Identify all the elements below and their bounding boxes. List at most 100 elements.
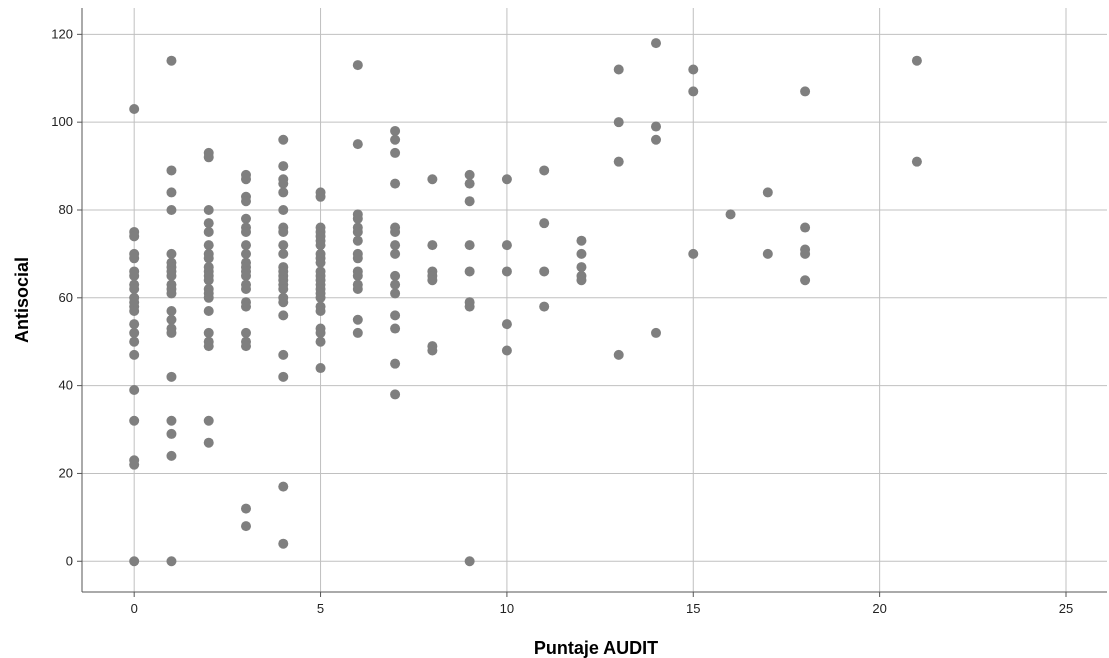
data-point	[278, 297, 289, 308]
data-point	[576, 275, 587, 286]
x-axis-title: Puntaje AUDIT	[534, 638, 658, 658]
data-point	[166, 55, 177, 66]
y-tick-label: 20	[59, 465, 73, 480]
data-point	[464, 266, 475, 277]
data-point	[278, 284, 289, 295]
data-point	[576, 248, 587, 259]
x-tick-label: 5	[317, 601, 324, 616]
data-point	[651, 38, 661, 49]
data-point	[241, 301, 251, 312]
data-point	[539, 266, 550, 277]
data-point	[800, 275, 811, 286]
data-point	[315, 292, 326, 303]
data-point	[241, 521, 251, 532]
data-point	[241, 226, 251, 237]
data-point	[762, 248, 773, 259]
tick-labels: 0 5 10 15 20 25 0 20 40 60 80 100 120	[51, 26, 1073, 616]
data-point	[800, 248, 811, 259]
data-point	[278, 161, 289, 172]
data-point	[166, 288, 177, 299]
data-point	[315, 327, 326, 338]
data-point	[166, 327, 177, 338]
data-point	[203, 226, 214, 237]
data-point	[427, 240, 438, 251]
data-point	[203, 327, 214, 338]
data-point	[166, 314, 177, 325]
data-point	[911, 156, 922, 167]
data-point	[315, 336, 326, 347]
data-point	[651, 327, 661, 338]
data-point	[576, 235, 587, 246]
data-point	[390, 125, 401, 136]
data-point	[278, 204, 289, 215]
data-point	[390, 134, 401, 145]
data-point	[352, 270, 363, 281]
data-point	[501, 240, 512, 251]
grid	[82, 8, 1107, 592]
data-point	[762, 187, 773, 198]
x-tick-label: 20	[872, 601, 886, 616]
data-point	[352, 60, 363, 71]
axes	[77, 8, 1107, 597]
data-point	[390, 248, 401, 259]
x-tick-label: 25	[1059, 601, 1073, 616]
data-point	[203, 240, 214, 251]
data-point	[203, 218, 214, 229]
data-point	[203, 305, 214, 316]
data-point	[278, 248, 289, 259]
data-point	[241, 284, 251, 295]
data-point	[203, 152, 214, 163]
data-point	[390, 310, 401, 321]
data-point	[166, 428, 177, 439]
data-point	[278, 240, 289, 251]
data-point	[390, 389, 401, 400]
data-point	[278, 134, 289, 145]
data-point	[390, 358, 401, 369]
y-axis-title: Antisocial	[12, 257, 32, 343]
data-point	[278, 310, 289, 321]
data-point	[390, 240, 401, 251]
y-tick-label: 60	[59, 290, 73, 305]
data-point	[390, 270, 401, 281]
data-point	[352, 139, 363, 150]
data-point	[241, 213, 251, 224]
data-point	[427, 174, 438, 185]
data-point	[129, 231, 140, 242]
data-point	[501, 266, 512, 277]
data-point	[315, 363, 326, 374]
data-point	[352, 284, 363, 295]
y-tick-label: 120	[51, 26, 73, 41]
data-point	[203, 341, 214, 352]
data-point	[129, 284, 140, 295]
data-point	[464, 301, 475, 312]
data-point	[390, 147, 401, 158]
data-point	[278, 481, 289, 492]
data-point	[800, 86, 811, 97]
y-tick-label: 80	[59, 202, 73, 217]
data-point	[352, 253, 363, 264]
data-point	[427, 345, 438, 356]
data-point	[203, 275, 214, 286]
data-point	[278, 349, 289, 360]
data-point	[539, 165, 550, 176]
y-tick-label: 100	[51, 114, 73, 129]
data-point	[800, 222, 811, 233]
data-point	[613, 349, 624, 360]
data-point	[278, 226, 289, 237]
data-point	[129, 103, 140, 114]
data-point	[166, 556, 177, 567]
data-point	[203, 204, 214, 215]
data-point	[464, 240, 475, 251]
data-point	[613, 64, 624, 75]
data-point	[129, 305, 140, 316]
data-point	[166, 165, 177, 176]
data-point	[688, 64, 699, 75]
data-point	[651, 134, 661, 145]
data-point	[129, 556, 140, 567]
data-point	[129, 319, 140, 330]
data-point	[241, 174, 251, 185]
data-point	[911, 55, 922, 66]
data-point	[241, 196, 251, 207]
data-point	[203, 253, 214, 264]
